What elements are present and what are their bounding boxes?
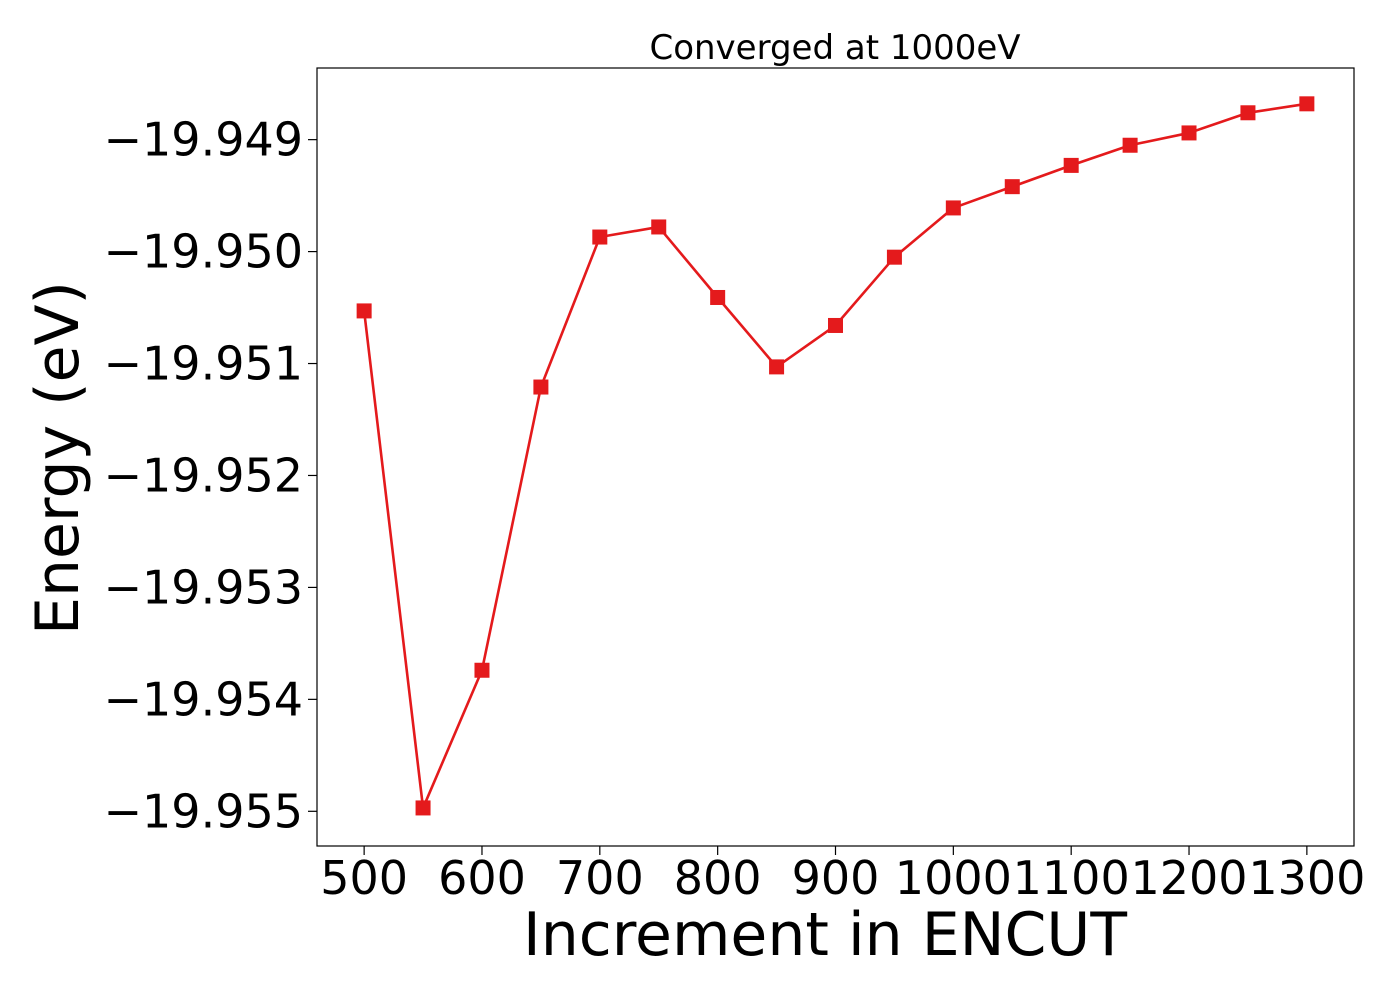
- x-tick-label: 700: [556, 851, 644, 905]
- y-tick-label: −19.951: [104, 337, 304, 391]
- data-point-marker: [1181, 125, 1197, 141]
- data-point-marker: [1063, 157, 1079, 173]
- x-axis-ticks: 500 600 700 800 900 1000 1100 1200 1300: [320, 846, 1365, 905]
- y-tick-label: −19.950: [104, 225, 304, 279]
- series-layer: [356, 96, 1315, 816]
- series-line: [362, 102, 1308, 810]
- data-point-marker: [1299, 96, 1315, 112]
- data-point-marker: [356, 303, 372, 319]
- x-tick-label: 1100: [1013, 851, 1130, 905]
- plot-frame: [316, 67, 1355, 847]
- data-point-marker: [886, 249, 902, 265]
- x-tick-label: 1000: [895, 851, 1012, 905]
- data-point-marker: [1240, 105, 1256, 121]
- y-tick-label: −19.954: [104, 672, 304, 726]
- data-point-marker: [945, 200, 961, 216]
- data-point-marker: [651, 219, 667, 235]
- data-point-marker: [415, 800, 431, 816]
- y-tick-label: −19.955: [104, 784, 304, 838]
- x-tick-label: 800: [674, 851, 762, 905]
- chart-title: Converged at 1000eV: [649, 28, 1020, 68]
- data-point-marker: [710, 289, 726, 305]
- y-axis-ticks: −19.949 −19.950 −19.951 −19.952 −19.953 −19.9…: [104, 113, 317, 838]
- data-point-marker: [769, 359, 785, 375]
- x-tick-label: 500: [320, 851, 408, 905]
- y-axis-label: Energy (eV): [23, 281, 93, 635]
- data-point-marker: [533, 379, 549, 395]
- y-tick-label: −19.953: [104, 560, 304, 614]
- data-point-marker: [1004, 179, 1020, 195]
- data-point-marker: [828, 317, 843, 333]
- x-axis-label: Increment in ENCUT: [523, 900, 1127, 970]
- y-tick-label: −19.949: [104, 113, 304, 167]
- x-tick-label: 900: [792, 851, 880, 905]
- y-tick-label: −19.952: [104, 448, 304, 502]
- data-point-marker: [474, 662, 490, 678]
- x-tick-label: 1300: [1248, 851, 1365, 905]
- x-tick-label: 1200: [1130, 851, 1247, 905]
- x-tick-label: 600: [438, 851, 526, 905]
- data-point-marker: [592, 229, 608, 245]
- data-point-marker: [1122, 137, 1138, 153]
